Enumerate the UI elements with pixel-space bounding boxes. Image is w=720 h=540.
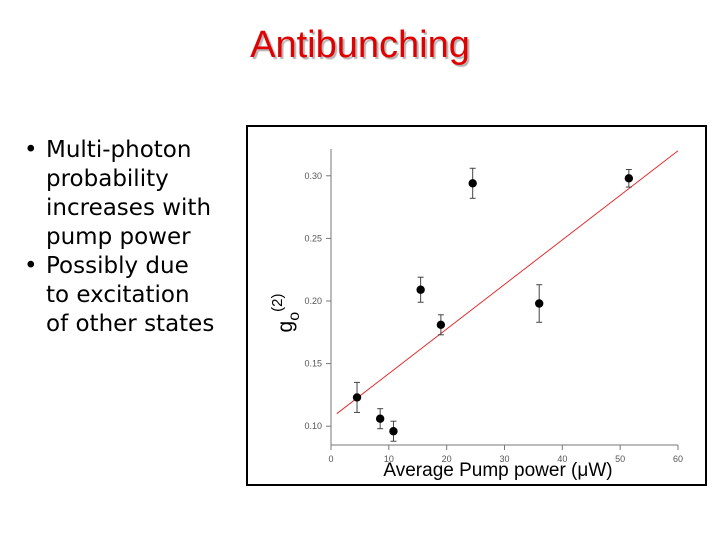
svg-text:go(2): go(2)	[269, 294, 303, 333]
bullet-item: • Possibly due to excitation of other st…	[18, 252, 218, 339]
y-axis-label-sup: (2)	[269, 294, 286, 312]
bullet-item: • Multi-photon probability increases wit…	[18, 136, 218, 252]
bullet-list: • Multi-photon probability increases wit…	[18, 136, 218, 339]
bullet-dot-icon: •	[24, 137, 38, 163]
data-point	[535, 299, 544, 308]
y-axis-label: go(2)	[269, 294, 303, 333]
y-tick-label: 0.25	[304, 233, 322, 243]
y-tick-label: 0.30	[304, 171, 322, 181]
x-axis-label: Average Pump power (μW)	[383, 460, 612, 481]
y-tick-label: 0.10	[304, 421, 322, 431]
data-point	[468, 179, 477, 188]
y-tick-label: 0.15	[304, 359, 322, 369]
x-tick-label: 10	[384, 454, 394, 464]
x-tick-label: 50	[615, 454, 625, 464]
bullet-dot-icon: •	[24, 253, 38, 279]
data-point	[624, 174, 634, 183]
bullet-text: Multi-photon probability increases with …	[46, 137, 212, 250]
y-axis-label-sub: o	[286, 312, 303, 321]
y-tick-label: 0.20	[304, 296, 322, 306]
fit-line	[336, 150, 679, 415]
data-point	[436, 320, 446, 329]
scatter-chart: 0 10 20 30 40 50 60 0.10 0.15 0.20 0.25 0.30 Averag…	[269, 149, 683, 481]
x-tick-label: 60	[673, 454, 683, 464]
slide-title: Antibunching	[250, 24, 470, 66]
data-point	[416, 285, 425, 294]
chart-frame: 0 10 20 30 40 50 60 0.10 0.15 0.20 0.25 0.30 Averag…	[246, 125, 707, 486]
x-tick-label: 20	[442, 454, 452, 464]
data-point	[375, 414, 385, 423]
y-axis-label-main: g	[274, 321, 297, 333]
data-point	[389, 427, 398, 436]
x-tick-label: 40	[557, 454, 567, 464]
bullet-text: Possibly due to excitation of other stat…	[46, 253, 215, 337]
x-tick-label: 30	[499, 454, 509, 464]
x-tick-label: 0	[328, 454, 333, 464]
data-point	[352, 393, 362, 402]
